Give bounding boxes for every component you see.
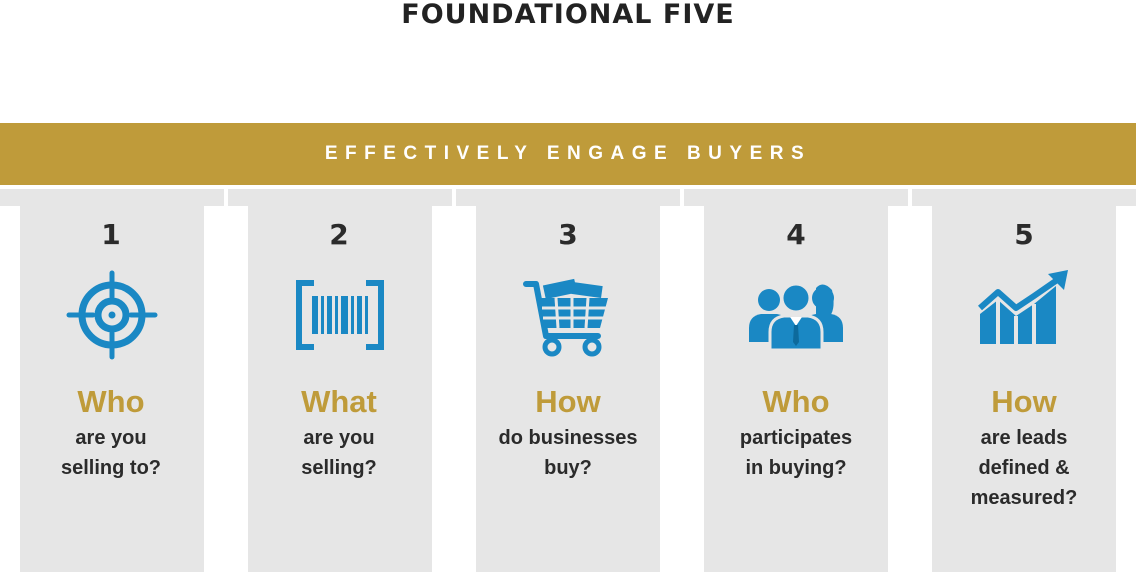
barcode-icon [290,270,390,360]
step-description: are leads defined & measured? [909,423,1136,513]
step-column-2 [228,189,452,572]
column-divider [1116,206,1136,572]
banner-label: EFFECTIVELY ENGAGE BUYERS [324,143,812,164]
description-line: selling? [301,457,377,479]
page-title: FOUNDATIONAL FIVE [401,0,735,30]
step-heading: Who [77,384,145,419]
description-line: participates [739,427,853,449]
description-line: do businesses [498,427,638,449]
step-number: 3 [558,218,578,251]
people-group-icon [746,270,846,360]
step-column-1 [0,189,224,572]
step-description: are you selling to? [0,423,226,483]
step-number: 4 [786,218,806,251]
description-line: are you [303,427,375,449]
step-number: 5 [1014,218,1034,251]
step-number: 1 [101,218,121,251]
step-heading: How [991,384,1057,419]
step-heading: How [535,384,601,419]
description-line: are you [75,427,147,449]
engage-banner: EFFECTIVELY ENGAGE BUYERS [0,123,1136,185]
description-line: selling to? [61,457,161,479]
column-divider [0,206,20,572]
step-column-5 [912,189,1136,572]
shopping-cart-icon [520,270,620,360]
step-description: do businesses buy? [453,423,683,483]
description-line: buy? [544,457,592,479]
step-description: are you selling? [224,423,454,483]
growth-chart-icon [976,270,1076,360]
column-divider [204,206,248,572]
description-line: in buying? [745,457,847,479]
target-icon [62,270,162,360]
description-line: are leads [980,427,1068,449]
column-divider [432,206,476,572]
column-divider [888,206,932,572]
step-heading: Who [762,384,830,419]
step-heading: What [301,384,377,419]
step-number: 2 [329,218,349,251]
step-column-4 [684,189,908,572]
step-description: participates in buying? [681,423,911,483]
description-line: defined & [978,457,1070,479]
column-divider [660,206,704,572]
step-column-3 [456,189,680,572]
description-line: measured? [970,487,1078,509]
